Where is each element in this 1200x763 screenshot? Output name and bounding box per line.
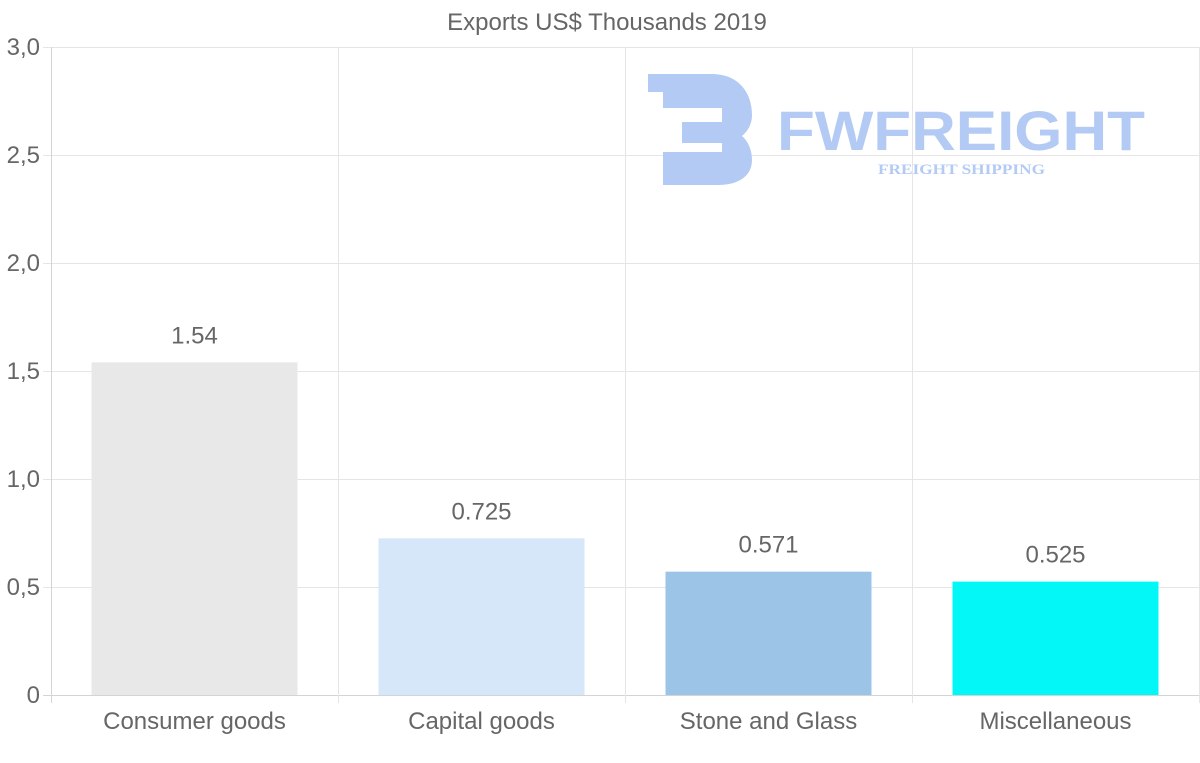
x-tick-label: Miscellaneous — [979, 708, 1131, 735]
bar — [665, 571, 872, 695]
y-tick-label: 1,5 — [7, 358, 40, 385]
x-tick-label: Capital goods — [408, 708, 555, 735]
y-axis-ticks: 0 0,5 1,0 1,5 2,0 2,5 3,0 — [7, 34, 40, 709]
chart-data-labels: 1.54 0.725 0.571 0.525 — [171, 322, 1085, 568]
chart-bars — [91, 362, 1159, 695]
fwfreight-logo-icon — [648, 74, 752, 185]
x-axis-ticks: Consumer goods Capital goods Stone and Gla… — [103, 708, 1131, 735]
bar — [378, 538, 585, 695]
y-tick-label: 1,0 — [7, 466, 40, 493]
y-tick-label: 0,5 — [7, 574, 40, 601]
data-label: 1.54 — [171, 322, 218, 349]
y-tick-label: 2,5 — [7, 142, 40, 169]
y-tick-label: 2,0 — [7, 250, 40, 277]
fwfreight-watermark-logo: FWFREIGHT FREIGHT SHIPPING — [648, 74, 1145, 185]
x-tick-label: Stone and Glass — [680, 708, 857, 735]
bar — [952, 581, 1159, 695]
data-label: 0.525 — [1025, 542, 1085, 569]
data-label: 0.571 — [738, 532, 798, 559]
y-tick-label: 0 — [27, 682, 40, 709]
x-tick-label: Consumer goods — [103, 708, 286, 735]
data-label: 0.725 — [451, 498, 511, 525]
y-tick-label: 3,0 — [7, 34, 40, 61]
watermark-brand-text: FWFREIGHT — [777, 99, 1145, 162]
watermark-tagline-text: FREIGHT SHIPPING — [878, 162, 1045, 178]
bar — [91, 362, 298, 695]
chart-title: Exports US$ Thousands 2019 — [447, 9, 767, 36]
